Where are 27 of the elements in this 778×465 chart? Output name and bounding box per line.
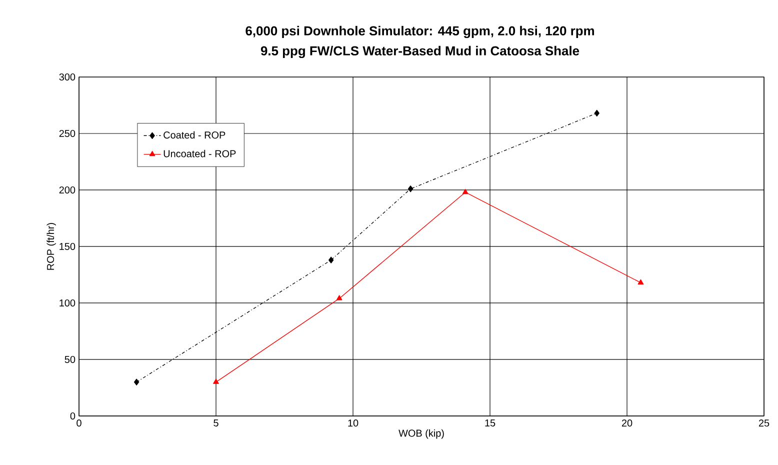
chart-subtitle: 9.5 ppg FW/CLS Water-Based Mud in Catoosa Shale: [260, 46, 580, 58]
chart-title: 6,000 psi Downhole Simulator: 445 gpm, 2.0 hsi, 120 rpm: [246, 26, 594, 38]
x-tick-label: 10: [348, 420, 358, 427]
x-tick-label: 15: [485, 420, 496, 426]
y-tick-label: 100: [60, 299, 76, 307]
x-tick-label: 25: [758, 420, 770, 427]
legend-label: Coated - ROP: [164, 131, 226, 139]
y-tick-label: 250: [59, 130, 76, 138]
x-tick-label: 5: [214, 420, 218, 426]
y-axis-title: ROP (ft/hr): [46, 223, 56, 270]
point: [213, 378, 219, 384]
point: [408, 186, 414, 192]
point: [336, 295, 342, 300]
x-tick-label: 20: [622, 420, 632, 427]
x-axis-title: WOB (kip): [398, 429, 444, 439]
point: [328, 256, 334, 264]
y-tick-label: 50: [64, 356, 76, 364]
y-tick-label: 0: [70, 412, 76, 420]
y-tick-label: 150: [60, 242, 76, 250]
legend-label: Uncoated - ROP: [164, 150, 236, 158]
point: [462, 188, 468, 194]
y-tick-label: 300: [59, 73, 76, 81]
x-tick-label: 0: [76, 420, 82, 427]
point: [134, 378, 140, 386]
point: [638, 279, 644, 284]
point: [594, 110, 600, 116]
y-tick-label: 200: [59, 186, 76, 194]
